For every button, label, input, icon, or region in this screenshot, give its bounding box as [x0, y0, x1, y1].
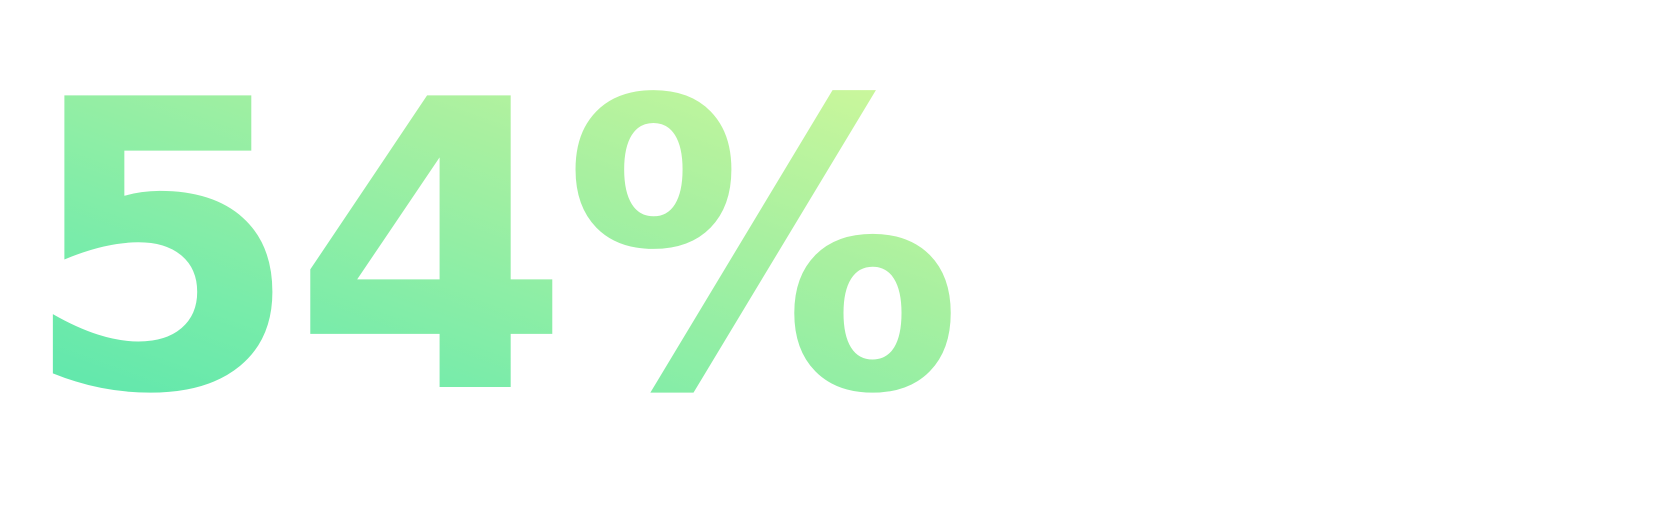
percentage-value: 54% [22, 17, 963, 482]
